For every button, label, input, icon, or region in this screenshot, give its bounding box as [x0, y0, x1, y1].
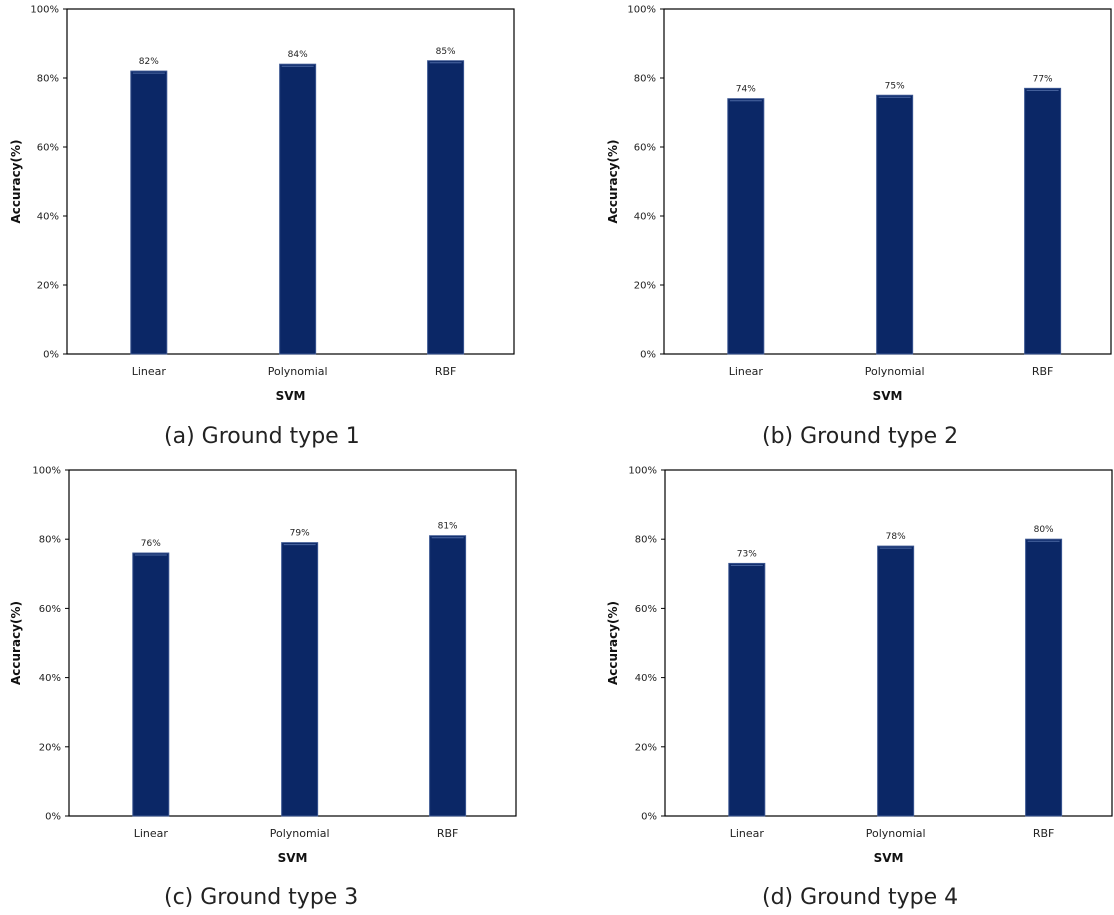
- data-label: 77%: [1033, 74, 1053, 84]
- x-tick-label: RBF: [1033, 827, 1055, 840]
- y-tick-label: 80%: [635, 535, 657, 546]
- chart-svg: 0% 20% 40% 60% 80% 100% 76% Linear 79% Polynomial…: [9, 466, 517, 865]
- x-tick-label: Polynomial: [866, 827, 926, 840]
- x-tick-label: Polynomial: [865, 365, 925, 378]
- bar-linear: [727, 98, 765, 355]
- x-tick-label: Linear: [132, 365, 167, 378]
- y-axis-title: Accuracy(%): [9, 601, 23, 685]
- y-tick-label: 100%: [30, 5, 59, 16]
- chart-panel-b: 0% 20% 40% 60% 80% 100% 74% Linear 75% Polynomial…: [597, 0, 1114, 405]
- bar-linear: [728, 562, 766, 817]
- bar-polynomial: [281, 542, 319, 817]
- bar-rbf: [427, 60, 465, 355]
- y-tick-label: 0%: [45, 812, 61, 823]
- caption-c: (c) Ground type 3: [164, 885, 359, 910]
- y-tick-label: 80%: [37, 74, 59, 85]
- y-tick-label: 100%: [32, 466, 61, 477]
- y-tick-label: 100%: [627, 5, 656, 16]
- data-label: 81%: [438, 522, 458, 532]
- x-tick-label: Polynomial: [268, 365, 328, 378]
- bar-rbf: [1024, 87, 1062, 355]
- y-tick-label: 20%: [634, 281, 656, 292]
- y-axis-title: Accuracy(%): [606, 140, 620, 224]
- data-label: 80%: [1034, 525, 1054, 535]
- x-tick-label: RBF: [1032, 365, 1054, 378]
- x-axis-title: SVM: [873, 389, 903, 403]
- caption-d: (d) Ground type 4: [762, 885, 959, 910]
- y-tick-label: 80%: [634, 74, 656, 85]
- data-label: 82%: [139, 57, 159, 67]
- data-label: 75%: [885, 81, 905, 91]
- chart-panel-a: 0% 20% 40% 60% 80% 100% 82% Linear 84% Polynomial…: [0, 0, 557, 405]
- y-tick-label: 20%: [39, 742, 61, 753]
- y-tick-label: 40%: [635, 673, 657, 684]
- x-tick-label: Polynomial: [270, 827, 330, 840]
- bar-linear: [130, 70, 168, 355]
- y-tick-label: 60%: [37, 143, 59, 154]
- chart-svg: 0% 20% 40% 60% 80% 100% 74% Linear 75% Polynomial…: [606, 5, 1112, 403]
- y-tick-label: 40%: [37, 212, 59, 223]
- bar-polynomial: [279, 63, 317, 355]
- y-tick-label: 40%: [39, 673, 61, 684]
- bar-rbf: [1025, 538, 1063, 817]
- data-label: 78%: [886, 532, 906, 542]
- y-tick-label: 60%: [39, 604, 61, 615]
- bar-rbf: [429, 535, 467, 817]
- chart-panel-d: 0% 20% 40% 60% 80% 100% 73% Linear 78% Polynomial…: [597, 461, 1114, 866]
- x-axis-title: SVM: [278, 851, 308, 865]
- data-label: 79%: [290, 529, 310, 539]
- data-label: 74%: [736, 85, 756, 95]
- data-label: 84%: [288, 50, 308, 60]
- x-tick-label: Linear: [134, 827, 169, 840]
- y-tick-label: 80%: [39, 535, 61, 546]
- x-axis-title: SVM: [874, 851, 904, 865]
- x-tick-label: RBF: [435, 365, 457, 378]
- y-tick-label: 40%: [634, 212, 656, 223]
- x-tick-label: Linear: [729, 365, 764, 378]
- data-label: 76%: [141, 539, 161, 549]
- y-axis-title: Accuracy(%): [9, 140, 23, 224]
- bar-linear: [132, 552, 170, 817]
- chart-svg: 0% 20% 40% 60% 80% 100% 73% Linear 78% Polynomial…: [606, 466, 1113, 865]
- chart-panel-c: 0% 20% 40% 60% 80% 100% 76% Linear 79% Polynomial…: [0, 461, 557, 866]
- bar-polynomial: [876, 94, 914, 355]
- y-tick-label: 60%: [634, 143, 656, 154]
- chart-svg: 0% 20% 40% 60% 80% 100% 82% Linear 84% Polynomial…: [9, 5, 515, 403]
- data-label: 85%: [436, 47, 456, 57]
- y-tick-label: 0%: [641, 812, 657, 823]
- bar-polynomial: [877, 545, 915, 817]
- data-label: 73%: [737, 549, 757, 559]
- caption-b: (b) Ground type 2: [762, 424, 959, 449]
- y-tick-label: 0%: [43, 350, 59, 361]
- y-tick-label: 100%: [628, 466, 657, 477]
- x-tick-label: RBF: [437, 827, 459, 840]
- x-tick-label: Linear: [730, 827, 765, 840]
- y-tick-label: 20%: [635, 742, 657, 753]
- y-tick-label: 20%: [37, 281, 59, 292]
- y-axis-title: Accuracy(%): [606, 601, 620, 685]
- x-axis-title: SVM: [276, 389, 306, 403]
- y-tick-label: 60%: [635, 604, 657, 615]
- y-tick-label: 0%: [640, 350, 656, 361]
- caption-a: (a) Ground type 1: [164, 424, 360, 449]
